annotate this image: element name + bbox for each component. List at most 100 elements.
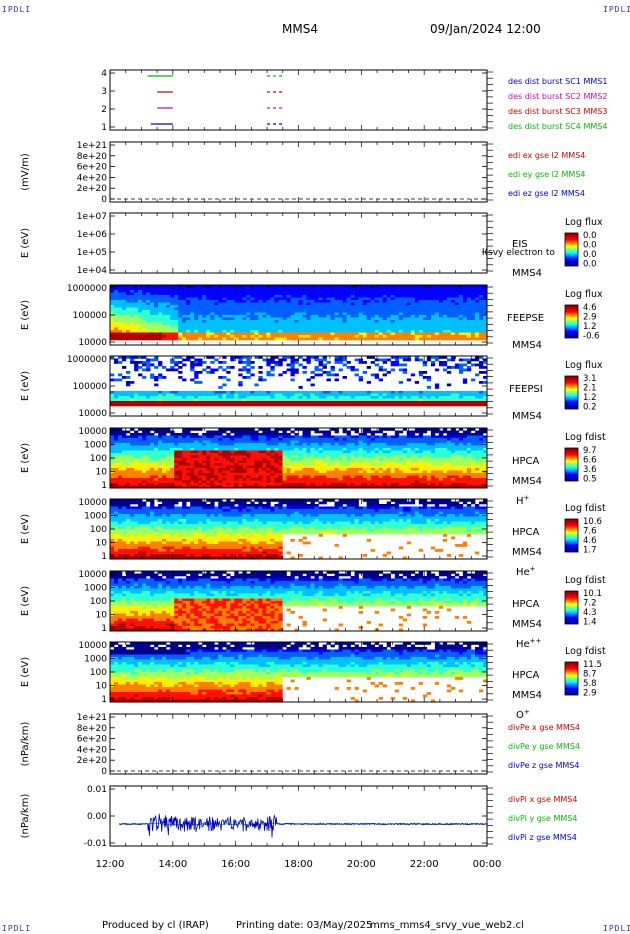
panel-frame xyxy=(109,69,488,131)
colorbar-tick: 5.8 xyxy=(583,679,597,689)
ytick-label: 0 xyxy=(101,195,107,205)
xtick-label: 16:00 xyxy=(221,859,250,870)
ytick-label: 10 xyxy=(96,468,108,478)
ytick-label: 100 xyxy=(90,668,107,678)
colorbar-tick: 2.9 xyxy=(583,313,597,323)
ytick-label: 6e+20 xyxy=(77,163,108,173)
colorbar-tick: 4.6 xyxy=(583,303,597,313)
legend-entry: divPe x gse MMS4 xyxy=(508,723,580,732)
legend-entry: divPi y gse MMS4 xyxy=(508,814,577,823)
colorbar-tick: 4.3 xyxy=(583,608,597,618)
legend-entry: divPi x gse MMS4 xyxy=(508,795,577,804)
ytick-label: 10000 xyxy=(78,427,107,437)
colorbar-tick: 0.2 xyxy=(583,403,597,413)
ytick-label: 8e+20 xyxy=(77,724,108,734)
ytick-label: 1000 xyxy=(84,584,107,594)
ytick-label: 1000000 xyxy=(67,355,107,365)
ylabel: (mV/m) xyxy=(20,153,31,191)
legend-entry: des dist burst SC1 MMS1 xyxy=(508,77,607,86)
ylabel: E (eV) xyxy=(20,586,31,616)
ytick-label: 10000 xyxy=(78,409,107,419)
panel-frame xyxy=(109,785,488,847)
panel-frame xyxy=(109,713,488,775)
ylabel: (nPa/km) xyxy=(20,794,31,839)
colorbar xyxy=(564,661,579,696)
colorbar-tick: 2.9 xyxy=(583,689,597,699)
ytick-label: -0.01 xyxy=(84,839,107,849)
overlay-label: l(svy electron to xyxy=(482,248,555,258)
footer-script-name: mms_mms4_srvy_vue_web2.cl xyxy=(370,920,524,931)
xtick-label: 12:00 xyxy=(96,859,125,870)
species-label: H+ xyxy=(516,494,530,507)
instrument-label: EIS xyxy=(512,239,528,250)
corner-label-bottom-left: IPDLI xyxy=(2,924,32,933)
colorbar-tick: 0.0 xyxy=(583,241,597,251)
legend-entry: des dist burst SC2 MMS2 xyxy=(508,92,607,101)
footer-produced-by: Produced by cl (IRAP) xyxy=(102,920,209,931)
ytick-label: 0.01 xyxy=(87,785,107,795)
spacecraft-label: MMS4 xyxy=(512,619,542,630)
colorbar-tick: 8.7 xyxy=(583,670,597,680)
ytick-label: 1e+21 xyxy=(77,713,107,723)
ytick-label: 8e+20 xyxy=(77,152,108,162)
ytick-label: 10 xyxy=(96,539,108,549)
legend-entry: divPi z gse MMS4 xyxy=(508,833,577,842)
colorbar xyxy=(564,447,579,482)
ylabel: E (eV) xyxy=(20,371,31,401)
xtick-label: 18:00 xyxy=(284,859,313,870)
colorbar-tick: 3.6 xyxy=(583,465,597,475)
colorbar-tick: 1.7 xyxy=(583,546,597,556)
colorbar-title: Log flux xyxy=(565,217,603,228)
panel-edi xyxy=(109,141,493,203)
xtick-label: 00:00 xyxy=(473,859,502,870)
ytick-label: 0.00 xyxy=(87,812,107,822)
ytick-label: 1000 xyxy=(84,441,107,451)
ytick-label: 10000 xyxy=(78,641,107,651)
ytick-label: 1 xyxy=(101,481,107,491)
panel-hpca-o xyxy=(109,641,579,703)
ytick-label: 10 xyxy=(96,611,108,621)
corner-label-top-left: IPDLI xyxy=(2,5,32,14)
instrument-label: HPCA xyxy=(512,670,540,681)
ytick-label: 10000 xyxy=(78,338,107,348)
colorbar-tick: 7.2 xyxy=(583,599,597,609)
colorbar xyxy=(564,590,579,625)
ytick-label: 100 xyxy=(90,597,107,607)
colorbar-tick: 0.0 xyxy=(583,231,597,241)
species-label: O+ xyxy=(516,708,530,721)
figure-canvas: 4 3 2 1 des dist burst SC1 MMS1 des dist burs… xyxy=(20,69,607,870)
colorbar-tick: 4.6 xyxy=(583,536,597,546)
ytick-label: 1e+07 xyxy=(77,212,107,222)
legend-entry: des dist burst SC3 MMS3 xyxy=(508,107,607,116)
colorbar-tick: 6.6 xyxy=(583,456,597,466)
species-label: He++ xyxy=(516,637,542,650)
corner-label-top-right: IPDLI xyxy=(603,5,630,14)
colorbar-title: Log fdist xyxy=(565,575,606,586)
instrument-label: HPCA xyxy=(512,599,540,610)
colorbar-title: Log flux xyxy=(565,289,603,300)
ytick-label: 10 xyxy=(96,682,108,692)
ytick-label: 1 xyxy=(101,123,107,133)
colorbar-title: Log flux xyxy=(565,360,603,371)
legend-entry: des dist burst SC4 MMS4 xyxy=(508,122,607,131)
legend-entry: edi ex gse l2 MMS4 xyxy=(508,151,585,160)
panel-divpe xyxy=(109,713,493,775)
colorbar-tick: 2.1 xyxy=(583,384,597,394)
panel-hpca-h xyxy=(109,427,579,489)
spacecraft-title: MMS4 xyxy=(282,22,318,36)
colorbar xyxy=(564,304,579,339)
ytick-label: 0 xyxy=(101,767,107,777)
ytick-label: 1e+06 xyxy=(77,230,108,240)
colorbar-tick: 0.0 xyxy=(583,260,597,270)
corner-label-bottom-right: IPDLI xyxy=(603,924,630,933)
colorbar-title: Log fdist xyxy=(565,503,606,514)
ytick-label: 6e+20 xyxy=(77,735,108,745)
divpi-z-trace xyxy=(119,813,488,838)
colorbar-tick: 10.1 xyxy=(583,589,602,599)
colorbar xyxy=(564,375,579,410)
ytick-label: 100000 xyxy=(73,311,108,321)
panel-divpi xyxy=(109,785,493,847)
ytick-label: 1e+21 xyxy=(77,141,107,151)
spacecraft-label: MMS4 xyxy=(512,411,542,422)
colorbar-tick: 0.5 xyxy=(583,475,597,485)
